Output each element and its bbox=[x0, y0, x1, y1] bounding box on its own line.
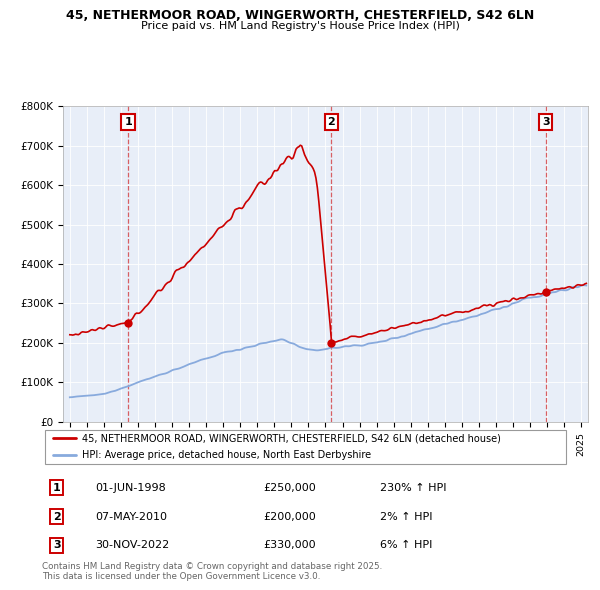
Text: 2: 2 bbox=[328, 117, 335, 127]
Text: Price paid vs. HM Land Registry's House Price Index (HPI): Price paid vs. HM Land Registry's House … bbox=[140, 21, 460, 31]
Text: HPI: Average price, detached house, North East Derbyshire: HPI: Average price, detached house, Nort… bbox=[82, 450, 371, 460]
Text: Contains HM Land Registry data © Crown copyright and database right 2025.
This d: Contains HM Land Registry data © Crown c… bbox=[42, 562, 382, 581]
Text: 3: 3 bbox=[53, 540, 61, 550]
Text: 230% ↑ HPI: 230% ↑ HPI bbox=[380, 483, 446, 493]
Text: 30-NOV-2022: 30-NOV-2022 bbox=[95, 540, 169, 550]
Text: 45, NETHERMOOR ROAD, WINGERWORTH, CHESTERFIELD, S42 6LN (detached house): 45, NETHERMOOR ROAD, WINGERWORTH, CHESTE… bbox=[82, 434, 500, 444]
Text: 6% ↑ HPI: 6% ↑ HPI bbox=[380, 540, 432, 550]
Text: £330,000: £330,000 bbox=[264, 540, 316, 550]
Text: 1: 1 bbox=[124, 117, 132, 127]
Text: 07-MAY-2010: 07-MAY-2010 bbox=[95, 512, 167, 522]
Text: £250,000: £250,000 bbox=[264, 483, 317, 493]
Text: 2% ↑ HPI: 2% ↑ HPI bbox=[380, 512, 433, 522]
FancyBboxPatch shape bbox=[44, 430, 566, 464]
Text: 3: 3 bbox=[542, 117, 550, 127]
Text: 01-JUN-1998: 01-JUN-1998 bbox=[95, 483, 166, 493]
Text: 2: 2 bbox=[53, 512, 61, 522]
Text: 45, NETHERMOOR ROAD, WINGERWORTH, CHESTERFIELD, S42 6LN: 45, NETHERMOOR ROAD, WINGERWORTH, CHESTE… bbox=[66, 9, 534, 22]
Text: 1: 1 bbox=[53, 483, 61, 493]
Text: £200,000: £200,000 bbox=[264, 512, 317, 522]
